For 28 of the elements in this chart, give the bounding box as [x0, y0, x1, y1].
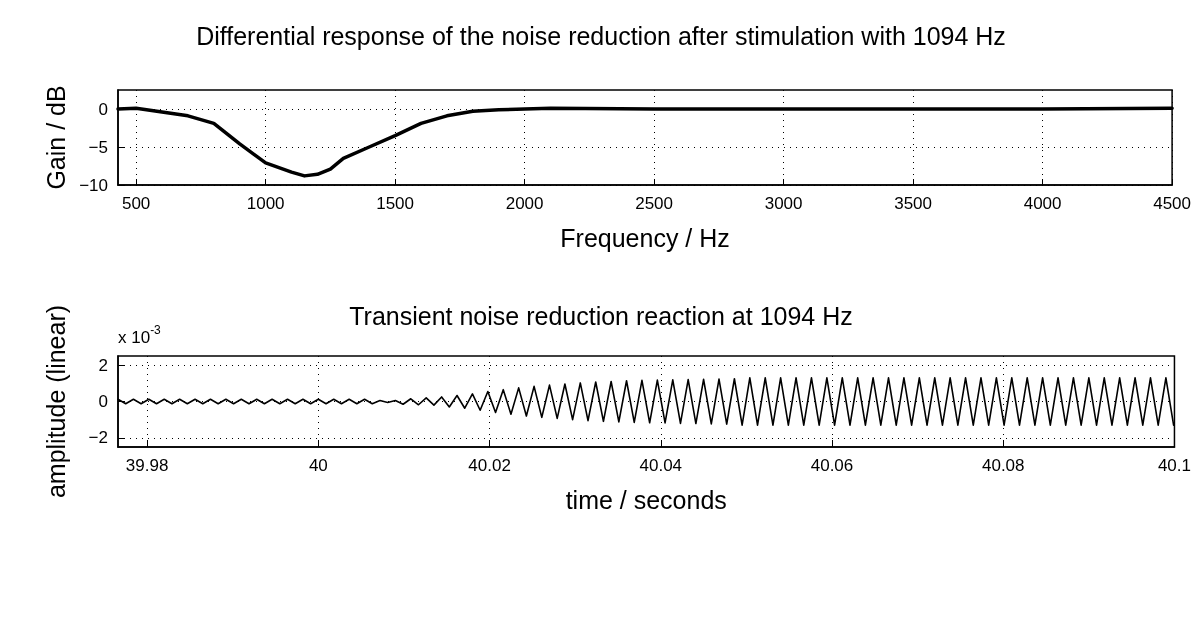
- x-axis-title: time / seconds: [565, 485, 727, 514]
- x-tick-label: 2500: [635, 194, 674, 213]
- x-tick-label: 40.1: [1157, 456, 1191, 475]
- x-tick-label: 1500: [376, 194, 415, 213]
- x-tick-label: 3000: [764, 194, 803, 213]
- x-tick-label: 40.06: [810, 456, 854, 475]
- y-axis-title: amplitude (linear): [41, 304, 70, 499]
- y-tick-label: 0: [98, 392, 108, 411]
- y-tick-label: −5: [88, 137, 108, 157]
- y-tick-label: 2: [98, 355, 108, 375]
- x-tick-label: 40: [308, 456, 328, 475]
- x-tick-label: 40.02: [468, 456, 511, 475]
- y-axis-title: Gain / dB: [41, 85, 70, 190]
- x-tick-label: 40.08: [981, 456, 1025, 475]
- y-tick-label: −2: [88, 428, 108, 448]
- x-tick-label: 39.98: [125, 456, 169, 475]
- y-tick-label: 0: [98, 99, 108, 119]
- x-tick-label: 3500: [894, 194, 933, 213]
- x-tick-label: 2000: [505, 194, 544, 213]
- x-tick-label: 4000: [1023, 194, 1062, 213]
- x-tick-label: 500: [121, 194, 151, 213]
- x-tick-label: 4500: [1153, 194, 1191, 213]
- x-tick-label: 40.04: [639, 456, 683, 475]
- chart-title: Transient noise reduction reaction at 1094 Hz: [349, 301, 853, 330]
- x-axis-title: Frequency / Hz: [560, 223, 730, 252]
- y-tick-label: −10: [79, 175, 108, 195]
- chart-title: Differential response of the noise reduction after stimulation with 1094 Hz: [196, 21, 1006, 50]
- x-tick-label: 1000: [246, 194, 285, 213]
